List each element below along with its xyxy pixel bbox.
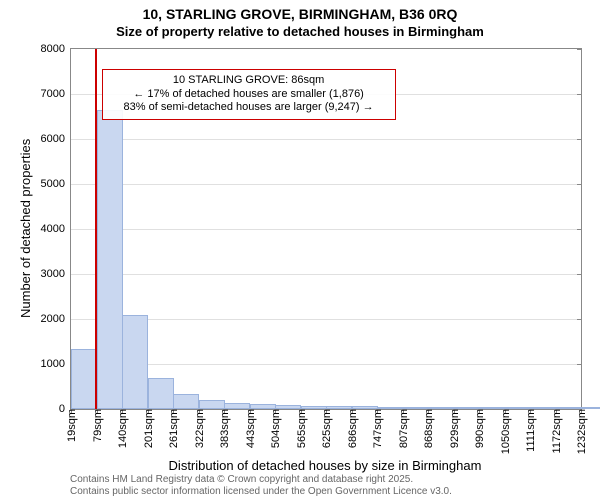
histogram-bar: [301, 406, 327, 409]
x-tick-label: 686sqm: [345, 409, 359, 448]
histogram-bar: [97, 110, 123, 409]
x-tick-label: 868sqm: [421, 409, 435, 448]
x-tick-label: 929sqm: [447, 409, 461, 448]
chart-title: 10, STARLING GROVE, BIRMINGHAM, B36 0RQ: [0, 6, 600, 22]
y-tick-label: 1000: [41, 358, 71, 370]
histogram-bar: [275, 405, 301, 409]
histogram-bar: [454, 407, 480, 409]
x-tick-label: 1050sqm: [498, 409, 512, 454]
histogram-bar: [173, 394, 199, 409]
plot-area: 01000200030004000500060007000800019sqm79…: [70, 48, 582, 410]
x-tick-label: 565sqm: [294, 409, 308, 448]
x-tick-label: 322sqm: [192, 409, 206, 448]
y-tick-label: 6000: [41, 133, 71, 145]
x-tick-label: 383sqm: [217, 409, 231, 448]
histogram-bar: [556, 407, 582, 409]
y-tick-label: 5000: [41, 178, 71, 190]
histogram-bar: [148, 378, 174, 409]
y-tick-label: 2000: [41, 313, 71, 325]
histogram-bar: [428, 407, 454, 409]
footer-line-2: Contains public sector information licen…: [70, 486, 452, 497]
x-tick-label: 747sqm: [370, 409, 384, 448]
callout-line-2: ← 17% of detached houses are smaller (1,…: [109, 88, 389, 102]
x-tick-label: 504sqm: [268, 409, 282, 448]
histogram-bar: [479, 407, 505, 409]
x-tick-label: 79sqm: [90, 409, 104, 442]
histogram-bar: [352, 406, 378, 409]
histogram-bar: [326, 406, 352, 409]
histogram-bar: [71, 349, 97, 410]
gridline: [71, 274, 581, 275]
histogram-bar: [581, 407, 600, 409]
histogram-bar: [403, 407, 429, 409]
x-tick-label: 1111sqm: [523, 409, 537, 452]
histogram-bar: [224, 403, 250, 409]
histogram-bar: [199, 400, 225, 409]
chart-subtitle: Size of property relative to detached ho…: [0, 24, 600, 39]
x-tick-label: 990sqm: [472, 409, 486, 448]
x-tick-label: 807sqm: [396, 409, 410, 448]
x-tick-label: 201sqm: [141, 409, 155, 448]
histogram-bar: [505, 407, 531, 409]
x-tick-label: 625sqm: [319, 409, 333, 448]
x-tick-label: 140sqm: [115, 409, 129, 448]
x-tick-label: 261sqm: [166, 409, 180, 448]
callout-line-3: 83% of semi-detached houses are larger (…: [109, 101, 389, 115]
y-tick-label: 8000: [41, 43, 71, 55]
y-tick-label: 3000: [41, 268, 71, 280]
gridline: [71, 229, 581, 230]
y-axis-label: Number of detached properties: [18, 139, 33, 318]
y-tick-label: 7000: [41, 88, 71, 100]
histogram-bar: [530, 407, 556, 409]
x-tick-label: 443sqm: [243, 409, 257, 448]
figure: { "title": {"text":"10, STARLING GROVE, …: [0, 0, 600, 500]
histogram-bar: [122, 315, 148, 409]
gridline: [71, 184, 581, 185]
x-tick-label: 1232sqm: [574, 409, 588, 454]
x-tick-label: 19sqm: [64, 409, 78, 442]
callout-line-1: 10 STARLING GROVE: 86sqm: [109, 74, 389, 88]
histogram-bar: [250, 404, 276, 409]
subject-marker-line: [95, 49, 97, 409]
y-tick-label: 4000: [41, 223, 71, 235]
histogram-bar: [377, 407, 403, 409]
x-tick-label: 1172sqm: [549, 409, 563, 453]
x-axis-label: Distribution of detached houses by size …: [70, 458, 580, 473]
gridline: [71, 139, 581, 140]
callout-box: 10 STARLING GROVE: 86sqm← 17% of detache…: [102, 69, 396, 120]
footer-line-1: Contains HM Land Registry data © Crown c…: [70, 474, 413, 485]
